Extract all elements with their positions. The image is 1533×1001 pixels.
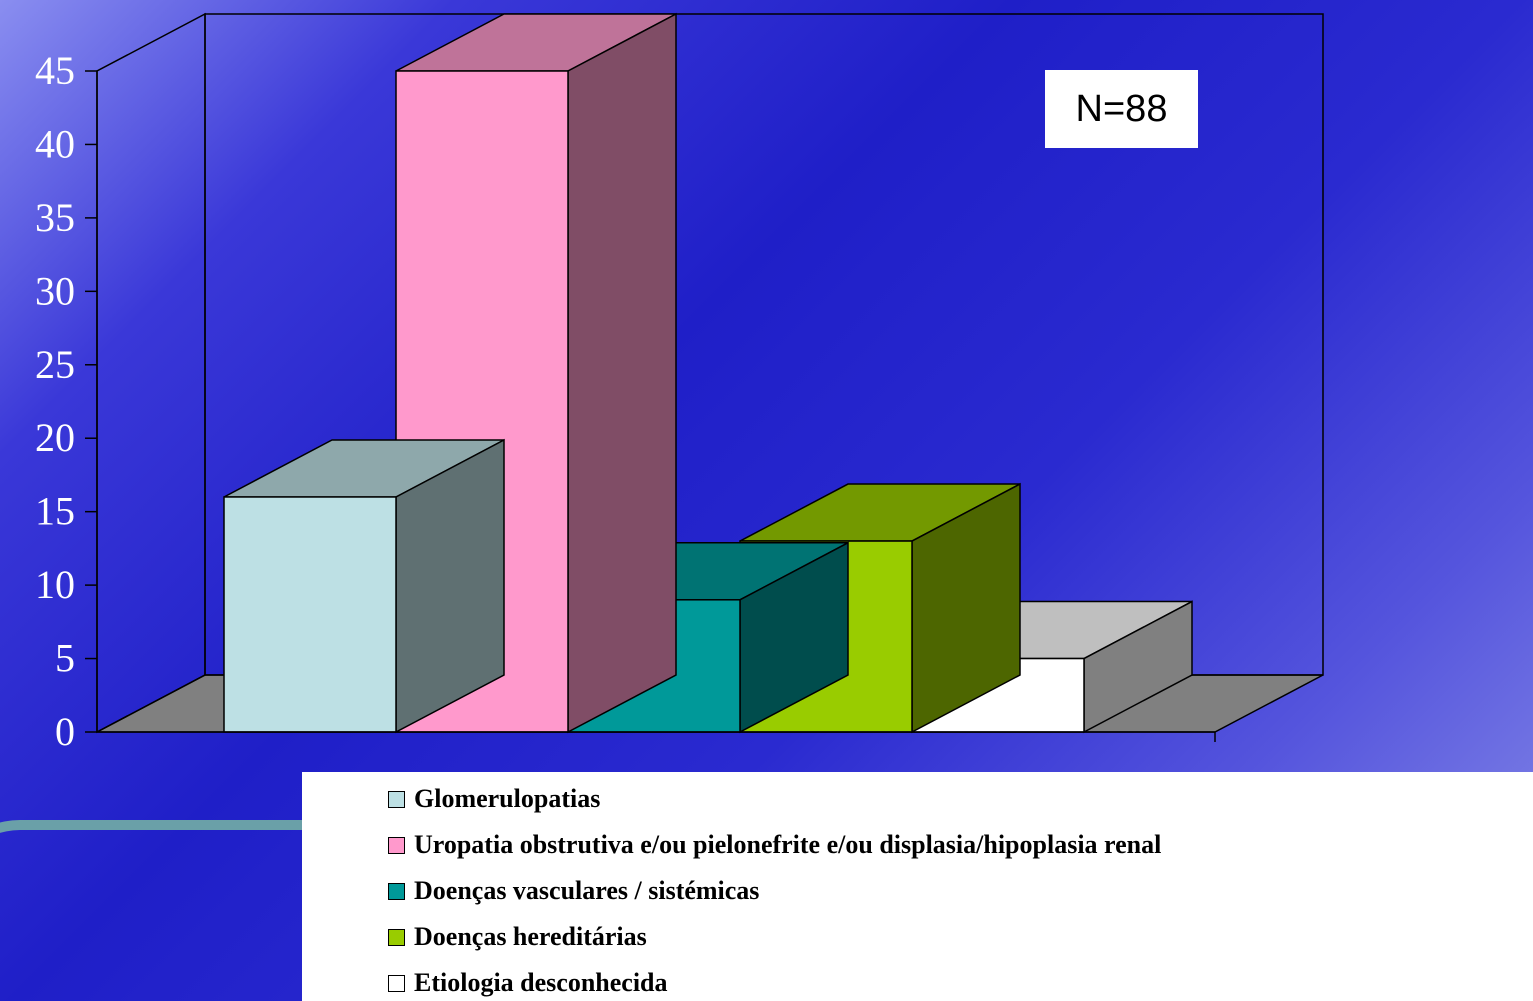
legend-label: Etiologia desconhecida xyxy=(414,968,668,997)
legend-swatch xyxy=(388,928,405,946)
legend-swatch xyxy=(388,882,405,900)
legend-label: Doenças hereditárias xyxy=(414,922,647,951)
y-tick-label: 25 xyxy=(35,342,75,387)
bar-front xyxy=(223,496,397,733)
legend-label: Uropatia obstrutiva e/ou pielonefrite e/… xyxy=(414,830,1162,859)
bar xyxy=(223,438,505,734)
y-tick-label: 40 xyxy=(35,121,75,166)
legend-swatch xyxy=(388,836,405,854)
chart-back-wall xyxy=(204,13,1324,676)
y-tick-label: 15 xyxy=(35,489,75,534)
y-tick-label: 10 xyxy=(35,562,75,607)
chart-legend: Glomerulopatias Uropatia obstrutiva e/ou… xyxy=(302,772,1533,1001)
chart-left-wall xyxy=(96,12,206,734)
legend-item: Doenças hereditárias xyxy=(388,922,647,952)
y-tick-label: 45 xyxy=(35,48,75,93)
legend-item: Glomerulopatias xyxy=(388,784,600,814)
y-tick-label: 20 xyxy=(35,415,75,460)
y-tick-label: 5 xyxy=(55,636,75,681)
legend-item: Doenças vasculares / sistémicas xyxy=(388,876,759,906)
y-tick-label: 0 xyxy=(55,709,75,754)
y-tick-label: 30 xyxy=(35,268,75,313)
bar-side xyxy=(567,12,677,734)
legend-label: Glomerulopatias xyxy=(414,784,601,813)
sample-size-text: N=88 xyxy=(1075,87,1168,130)
legend-label: Doenças vasculares / sistémicas xyxy=(414,876,760,905)
y-tick-label: 35 xyxy=(35,195,75,240)
legend-item: Etiologia desconhecida xyxy=(388,968,668,998)
sample-size-annotation: N=88 xyxy=(1045,70,1198,148)
legend-swatch xyxy=(388,974,405,992)
legend-item: Uropatia obstrutiva e/ou pielonefrite e/… xyxy=(388,830,1161,860)
legend-swatch xyxy=(388,790,405,808)
decorative-swoosh xyxy=(0,820,320,980)
